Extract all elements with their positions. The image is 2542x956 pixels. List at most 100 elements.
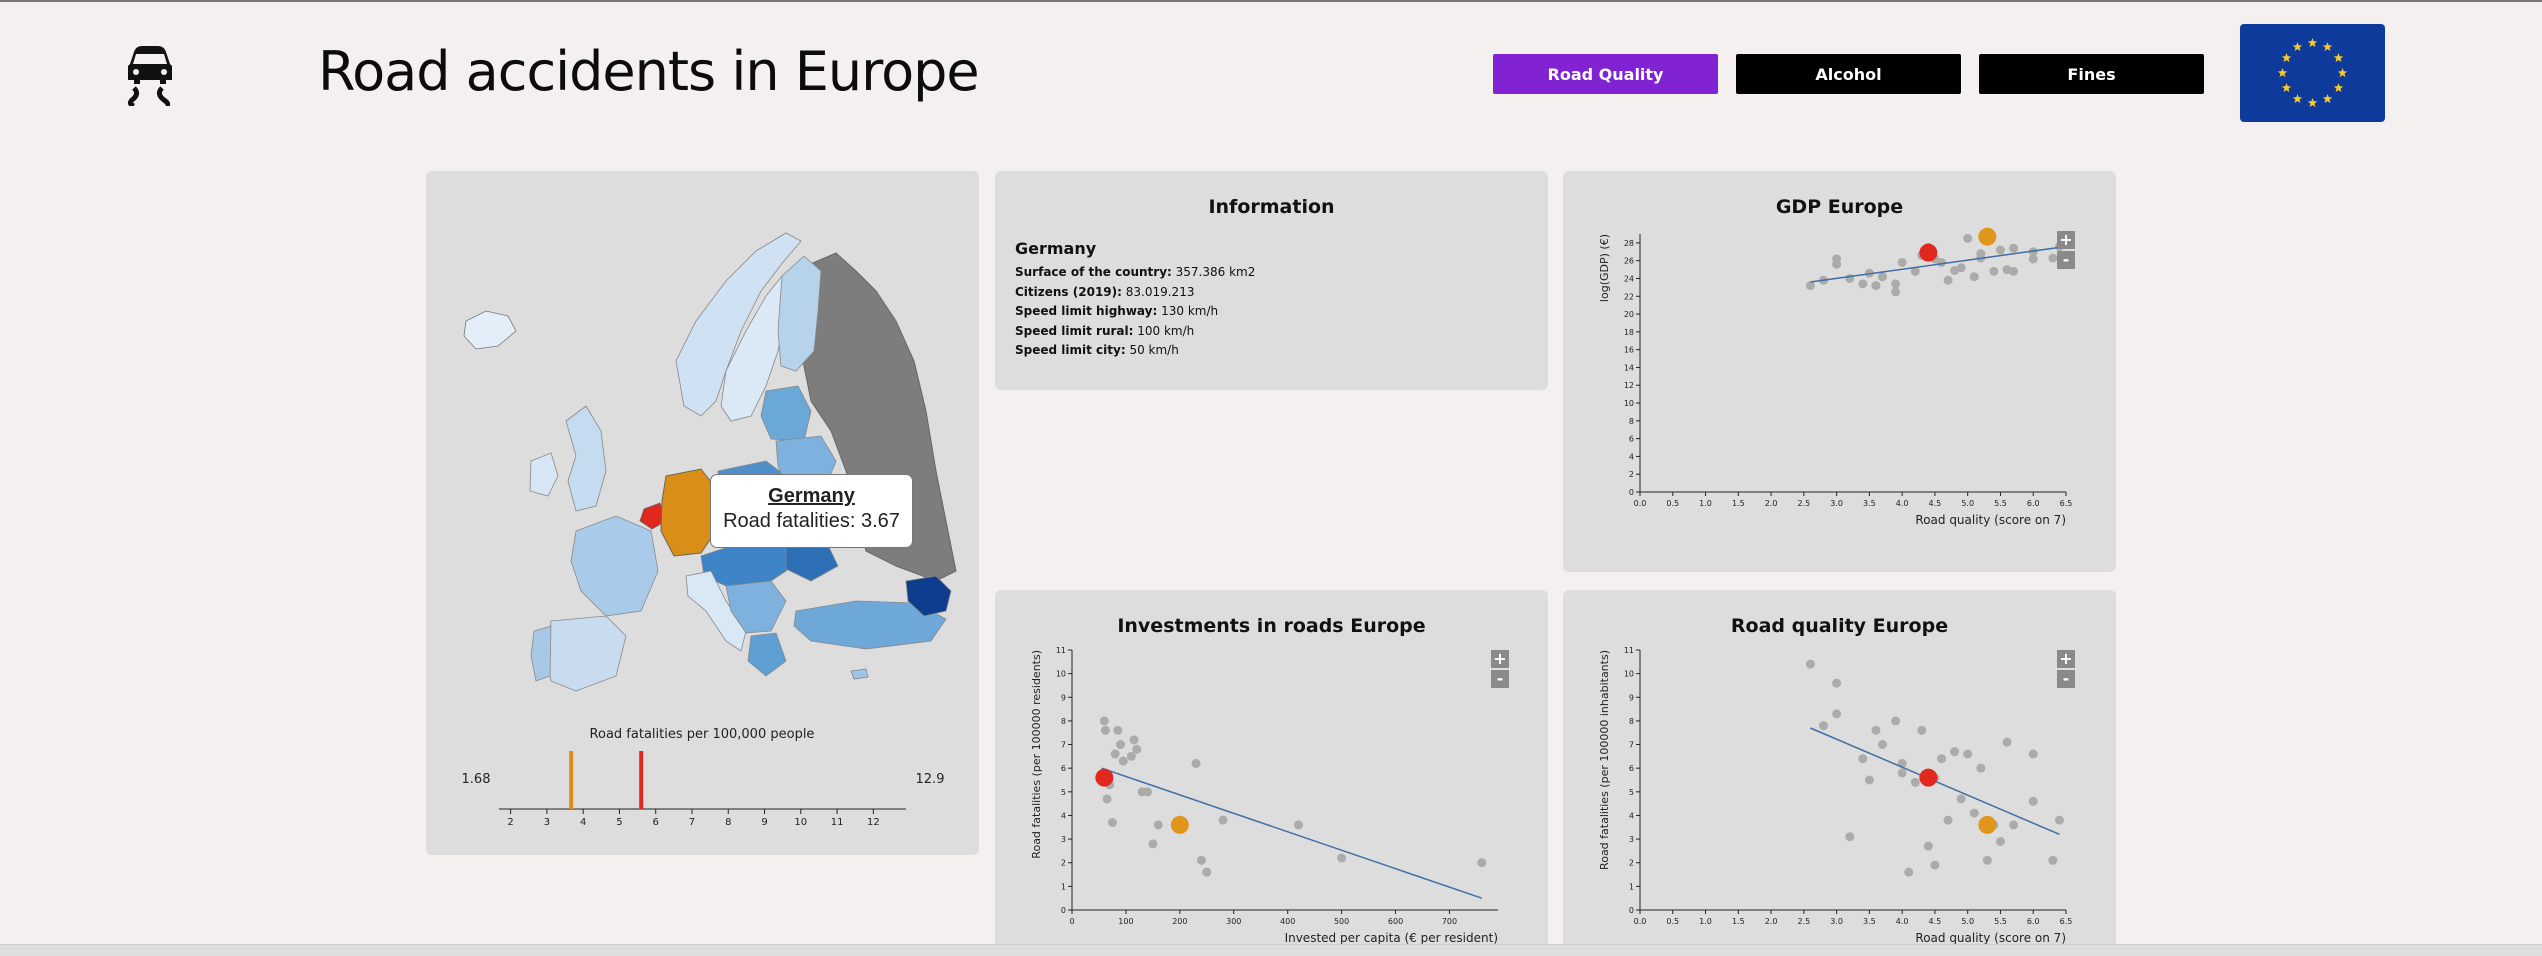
info-row: Speed limit city: 50 km/h — [1015, 343, 1179, 357]
legend-tick-label: 10 — [794, 817, 807, 828]
data-point — [1891, 279, 1901, 289]
data-point — [2054, 815, 2064, 825]
y-tick-label: 24 — [1624, 274, 1634, 283]
y-tick-label: 11 — [1056, 646, 1066, 655]
map-region-norway — [675, 232, 802, 417]
data-point — [1118, 756, 1128, 766]
info-panel-title: Information — [1208, 196, 1335, 218]
x-tick-label: 5.0 — [1961, 499, 1974, 508]
data-point — [1116, 740, 1126, 750]
y-tick-label: 2 — [1629, 859, 1634, 868]
data-point — [1110, 749, 1120, 759]
flag-star — [2292, 93, 2303, 104]
highlight-point — [1919, 243, 1938, 262]
x-tick-label: 100 — [1118, 917, 1133, 926]
data-point — [1871, 281, 1881, 291]
data-point — [2048, 855, 2058, 865]
data-point — [2009, 266, 2019, 276]
investments-zoom-out-button[interactable]: - — [1491, 670, 1509, 688]
data-point — [1917, 725, 1927, 735]
nav-alcohol-button[interactable]: Alcohol — [1736, 54, 1961, 94]
car-skid-icon — [127, 46, 172, 106]
data-point — [1191, 758, 1201, 768]
gdp-zoom-out-button[interactable]: - — [2057, 251, 2075, 269]
y-tick-label: 9 — [1061, 693, 1066, 702]
y-tick-label: 5 — [1629, 788, 1634, 797]
x-tick-label: 0 — [1069, 917, 1074, 926]
data-point — [1337, 853, 1347, 863]
tooltip-value: Road fatalities: 3.67 — [723, 510, 900, 532]
data-point — [1858, 754, 1868, 764]
y-tick-label: 3 — [1061, 835, 1066, 844]
data-point — [1989, 266, 1999, 276]
info-row: Surface of the country: 357.386 km2 — [1015, 265, 1256, 279]
data-point — [1871, 725, 1881, 735]
legend-tick-label: 2 — [507, 817, 513, 828]
x-tick-label: 0.0 — [1634, 917, 1647, 926]
y-tick-label: 28 — [1624, 239, 1634, 248]
data-point — [1950, 747, 1960, 757]
investments-chart-title: Investments in roads Europe — [1117, 615, 1426, 637]
x-tick-label: 2.5 — [1797, 917, 1810, 926]
flag-star — [2277, 68, 2288, 78]
data-point — [1995, 245, 2005, 255]
data-point — [2002, 737, 2012, 747]
data-point — [1132, 744, 1142, 754]
data-point — [2048, 253, 2058, 263]
x-tick-label: 6.5 — [2060, 917, 2073, 926]
legend-title: Road fatalities per 100,000 people — [590, 727, 815, 742]
nav-fines-button[interactable]: Fines — [1979, 54, 2204, 94]
y-tick-label: 2 — [1629, 470, 1634, 479]
x-tick-label: 1.0 — [1699, 499, 1712, 508]
investments-chart[interactable]: 0 100 200 300 400 500 600 700 0 1 2 3 4 5 6 7 8 9 10 11 Inve… — [995, 590, 1548, 950]
data-point — [1969, 272, 1979, 282]
data-point — [1107, 818, 1117, 828]
data-point — [1982, 855, 1992, 865]
info-row: Citizens (2019): 83.019.213 — [1015, 284, 1195, 299]
road-quality-chart-title: Road quality Europe — [1730, 615, 1949, 637]
x-axis-label: Invested per capita (€ per resident) — [1285, 931, 1498, 945]
data-point — [1963, 749, 1973, 759]
info-row: Speed limit highway: 130 km/h — [1015, 304, 1219, 318]
y-tick-label: 22 — [1624, 292, 1634, 301]
x-axis-label: Road quality (score on 7) — [1915, 931, 2066, 945]
map-region-turkey — [793, 600, 947, 650]
data-point — [1904, 867, 1914, 877]
legend-tick-label: 8 — [725, 817, 731, 828]
horizontal-scrollbar[interactable] — [0, 944, 2542, 956]
legend-tick-label: 5 — [616, 817, 622, 828]
eu-flag-icon — [2240, 24, 2385, 122]
y-tick-label: 2 — [1061, 859, 1066, 868]
nav-road-quality-button[interactable]: Road Quality — [1493, 54, 1718, 94]
gdp-zoom-in-button[interactable]: + — [2057, 231, 2075, 249]
data-point — [1148, 839, 1158, 849]
road-quality-zoom-in-button[interactable]: + — [2057, 650, 2075, 668]
x-tick-label: 3.0 — [1830, 917, 1843, 926]
x-tick-label: 2.0 — [1765, 917, 1778, 926]
y-tick-label: 7 — [1061, 741, 1066, 750]
flag-star — [2322, 93, 2333, 104]
x-tick-label: 4.0 — [1896, 917, 1909, 926]
data-point — [1976, 763, 1986, 773]
x-tick-label: 3.0 — [1830, 499, 1843, 508]
x-tick-label: 5.0 — [1961, 917, 1974, 926]
x-axis-label: Road quality (score on 7) — [1915, 513, 2066, 527]
x-tick-label: 5.5 — [1994, 917, 2007, 926]
x-tick-label: 300 — [1226, 917, 1241, 926]
road-quality-zoom-out-button[interactable]: - — [2057, 670, 2075, 688]
x-tick-label: 4.5 — [1929, 917, 1942, 926]
gdp-chart[interactable]: 0.0 0.5 1.0 1.5 2.0 2.5 3.0 3.5 4.0 4.5 5.0 5.5 6.0 6… — [1563, 171, 2116, 572]
road-quality-chart[interactable]: 0.0 0.5 1.0 1.5 2.0 2.5 3.0 3.5 4.0 4.5 5.0 5.5 6.0 6… — [1563, 590, 2116, 950]
investments-zoom-in-button[interactable]: + — [1491, 650, 1509, 668]
data-point — [1196, 855, 1206, 865]
legend-marker — [569, 751, 574, 809]
y-tick-label: 6 — [1629, 764, 1634, 773]
info-list: Surface of the country: 357.386 km2 Citi… — [1015, 263, 1255, 361]
legend-tick-label: 7 — [689, 817, 695, 828]
map-region-uk — [565, 405, 607, 512]
flag-star — [2307, 98, 2318, 108]
map-region-spain — [545, 615, 627, 692]
data-point — [1956, 263, 1966, 273]
highlight-point — [1170, 815, 1189, 834]
map-region-germany — [660, 468, 719, 557]
